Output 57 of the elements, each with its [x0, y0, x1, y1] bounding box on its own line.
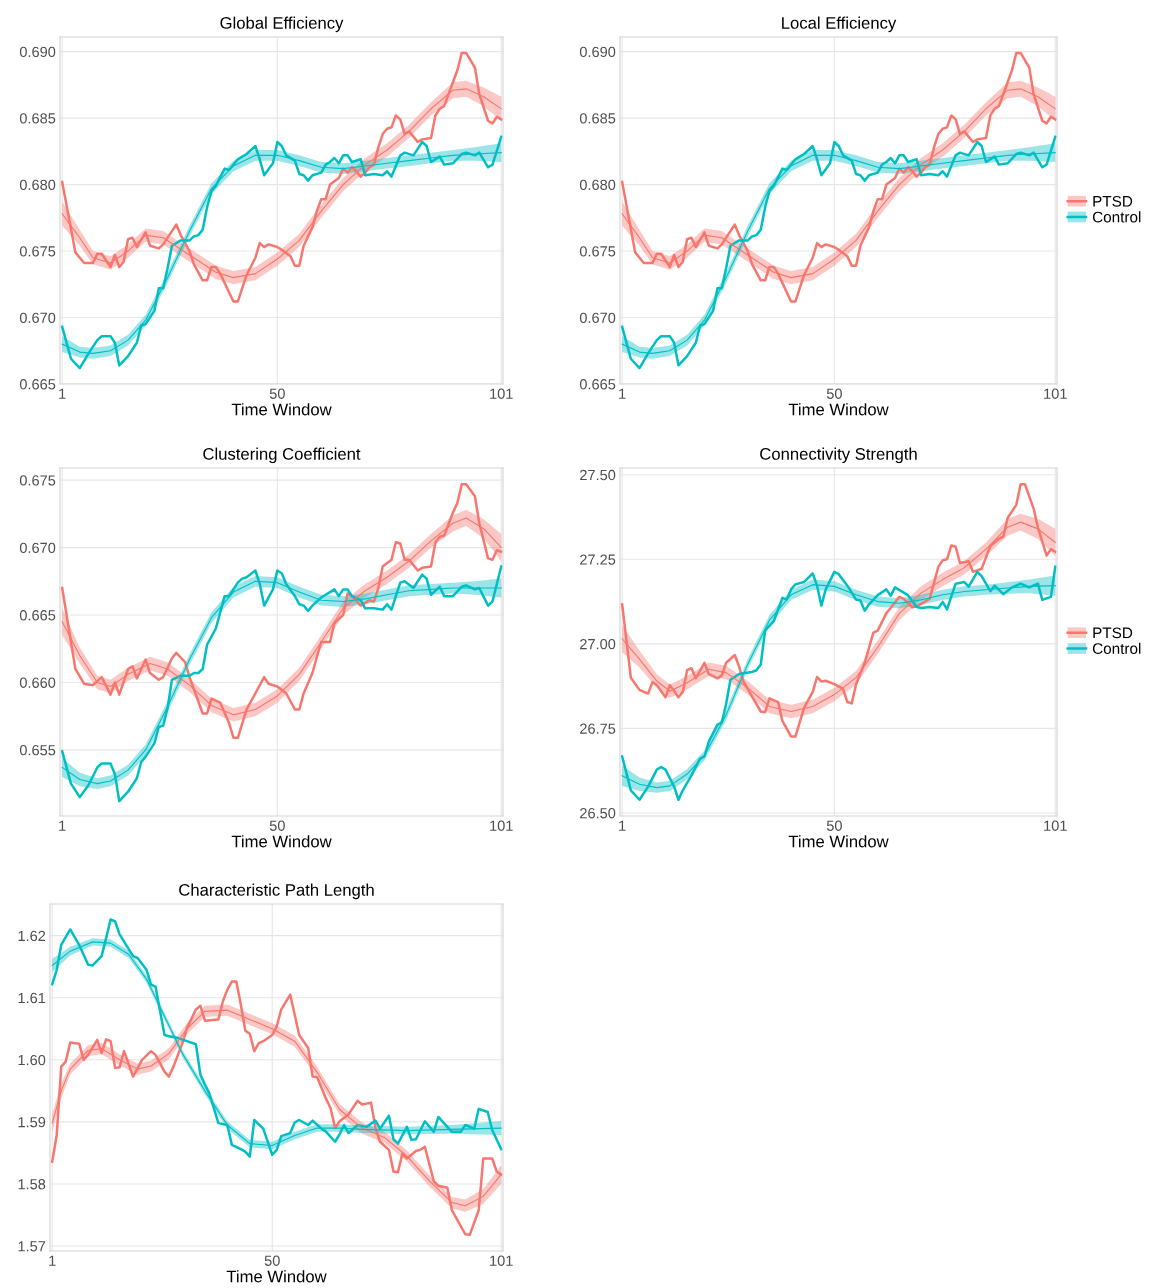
y-tick-label: 1.58	[18, 1179, 46, 1190]
x-tick-label: 1	[619, 388, 626, 399]
y-tick-label: 27.25	[580, 554, 616, 565]
x-axis-title: Time Window	[231, 835, 332, 848]
y-tick-label: 27.50	[580, 469, 616, 481]
chart-title: Characteristic Path Length	[179, 883, 374, 900]
y-tick-label: 0.670	[19, 542, 56, 554]
y-tick-label: 0.665	[579, 379, 616, 390]
y-tick-label: 0.655	[19, 745, 56, 756]
y-tick-label: 0.680	[579, 179, 616, 190]
x-tick-label: 101	[490, 388, 513, 399]
y-tick-label: 0.675	[19, 246, 56, 257]
y-tick-label: 1.57	[18, 1241, 46, 1252]
y-tick-label: 0.690	[579, 46, 616, 58]
y-tick-label: 0.670	[19, 312, 56, 323]
y-tick-label: 0.685	[579, 113, 616, 124]
y-tick-label: 0.675	[19, 475, 56, 486]
x-tick-label: 101	[490, 1255, 513, 1266]
y-tick-label: 27.00	[580, 638, 616, 650]
x-tick-label: 50	[269, 820, 285, 831]
x-tick-label: 101	[1044, 388, 1067, 399]
x-tick-label: 50	[269, 388, 285, 399]
y-tick-label: 0.660	[19, 677, 56, 688]
legend-label: Control	[1092, 211, 1141, 223]
chart-title: Global Efficiency	[220, 16, 344, 33]
chart-title: Clustering Coefficient	[203, 447, 361, 464]
y-tick-label: 26.75	[580, 723, 616, 734]
chart-title: Connectivity Strength	[760, 447, 917, 464]
x-tick-label: 50	[826, 820, 842, 831]
legend-label: PTSD	[1093, 195, 1133, 207]
y-tick-label: 0.665	[19, 610, 56, 621]
y-tick-label: 26.50	[580, 808, 616, 819]
y-tick-label: 0.675	[579, 246, 616, 257]
x-tick-label: 1	[59, 388, 66, 399]
x-tick-label: 50	[264, 1255, 280, 1266]
legend-label: PTSD	[1093, 627, 1133, 639]
y-tick-label: 0.685	[19, 113, 56, 124]
x-tick-label: 101	[490, 820, 513, 831]
x-tick-label: 1	[49, 1255, 56, 1266]
y-tick-label: 0.670	[579, 312, 616, 323]
x-axis-title: Time Window	[788, 835, 889, 848]
y-tick-label: 1.61	[18, 992, 46, 1004]
x-tick-label: 101	[1044, 820, 1067, 831]
x-tick-label: 1	[59, 820, 66, 831]
legend-label: Control	[1092, 642, 1141, 654]
x-axis-title: Time Window	[226, 1270, 327, 1283]
x-tick-label: 1	[619, 820, 626, 831]
y-tick-label: 0.680	[19, 179, 56, 190]
x-axis-title: Time Window	[231, 403, 332, 416]
x-tick-label: 50	[826, 388, 842, 399]
y-tick-label: 1.62	[18, 930, 46, 942]
y-tick-label: 0.665	[19, 379, 56, 390]
chart-title: Local Efficiency	[782, 16, 897, 33]
x-axis-title: Time Window	[788, 403, 889, 416]
y-tick-label: 1.60	[18, 1054, 46, 1066]
y-tick-label: 0.690	[19, 46, 56, 58]
y-tick-label: 1.59	[18, 1116, 46, 1128]
